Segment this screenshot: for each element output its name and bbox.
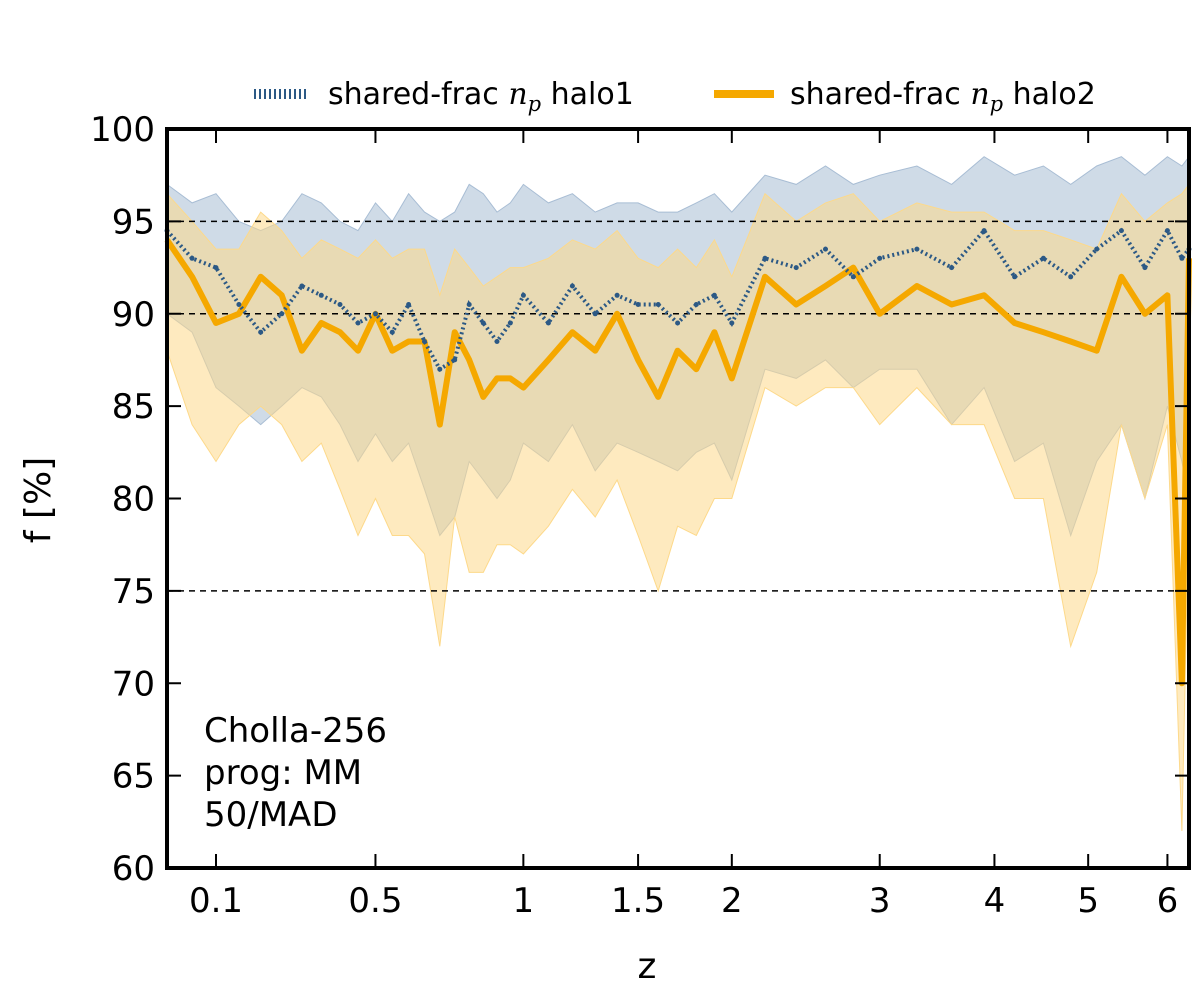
series-lines [164, 226, 1192, 687]
x-tick-label: 3 [869, 881, 891, 921]
y-tick-label: 85 [112, 387, 155, 427]
legend-label-halo1: shared-frac np halo1 [328, 77, 634, 116]
y-tick-label: 90 [112, 295, 155, 335]
reference-lines [167, 220, 1189, 592]
legend-entry-halo2: shared-frac np halo2 [714, 77, 1096, 116]
x-tick-label: 2 [721, 881, 743, 921]
point-halo1 [318, 292, 324, 298]
point-halo1 [1179, 255, 1185, 261]
annotation-line-2: prog: MM [204, 753, 362, 793]
x-tick-label: 4 [984, 881, 1006, 921]
y-tick-label: 70 [112, 664, 155, 704]
y-tick-label: 80 [112, 480, 155, 520]
x-tick-label: 1 [513, 881, 535, 921]
point-halo1 [729, 320, 735, 326]
point-halo1 [1068, 274, 1074, 280]
x-tick-label: 0.5 [348, 881, 402, 921]
point-halo1 [422, 339, 427, 344]
point-halo1 [373, 311, 378, 317]
point-halo1 [793, 265, 799, 271]
point-halo1 [389, 329, 395, 335]
point-halo1 [507, 320, 513, 326]
x-tick-label: 6 [1157, 881, 1179, 921]
y-tick-label: 65 [112, 757, 155, 797]
legend-label-halo2: shared-frac np halo2 [790, 77, 1096, 116]
x-tick-label: 1.5 [611, 881, 665, 921]
point-halo1 [1164, 228, 1170, 234]
point-halo1 [655, 302, 661, 307]
point-halo1 [850, 274, 856, 280]
point-halo1 [592, 311, 598, 317]
point-halo1 [355, 320, 361, 326]
legend-entry-halo1: shared-frac np halo1 [254, 77, 634, 116]
point-halo1 [1118, 228, 1124, 234]
point-halo1 [635, 302, 641, 307]
x-axis-label: z [638, 946, 657, 987]
annotation-line-3: 50/MAD [204, 795, 338, 835]
point-halo1 [466, 302, 472, 307]
y-tick-label: 60 [112, 849, 155, 889]
annotation: Cholla-256 prog: MM 50/MAD [204, 711, 387, 835]
point-halo1 [823, 246, 828, 252]
annotation-line-1: Cholla-256 [204, 711, 387, 751]
point-halo1 [914, 246, 920, 252]
y-tick-label: 75 [112, 572, 155, 612]
point-halo1 [452, 357, 458, 363]
point-halo1 [1142, 265, 1148, 271]
x-tick-label: 5 [1077, 881, 1099, 921]
point-halo1 [494, 339, 500, 344]
line-halo2 [164, 238, 1192, 687]
point-halo1 [762, 255, 768, 261]
y-tick-label: 95 [112, 202, 155, 242]
point-halo1 [614, 292, 620, 298]
point-halo1 [569, 283, 575, 289]
point-halo1 [213, 265, 219, 271]
point-halo1 [258, 329, 264, 335]
point-halo1 [437, 366, 443, 372]
point-halo1 [279, 311, 285, 317]
legend: shared-frac np halo1 shared-frac np halo… [254, 77, 1096, 116]
point-halo1 [406, 302, 412, 307]
point-halo1 [545, 320, 551, 326]
point-halo1 [520, 292, 526, 298]
point-halo1 [877, 255, 883, 261]
point-halo1 [1012, 274, 1018, 280]
point-halo1 [236, 302, 242, 307]
point-halo1 [711, 292, 717, 298]
point-halo1 [981, 228, 987, 234]
y-axis-label: f [%] [18, 457, 59, 543]
point-halo1 [949, 265, 955, 271]
point-halo1 [189, 255, 195, 261]
y-tick-label: 100 [90, 110, 155, 150]
point-halo1 [693, 302, 699, 307]
point-halo1 [337, 302, 343, 307]
point-halo1 [1094, 246, 1100, 252]
point-halo1 [480, 320, 486, 326]
point-halo1 [299, 283, 305, 289]
x-tick-label: 0.1 [189, 881, 243, 921]
point-halo1 [1040, 255, 1046, 261]
ticks: 60 65 70 75 80 85 90 95 100 0.1 0.5 1 1.5 2 3 4 5 6 [90, 110, 1189, 921]
point-halo1 [675, 320, 681, 326]
